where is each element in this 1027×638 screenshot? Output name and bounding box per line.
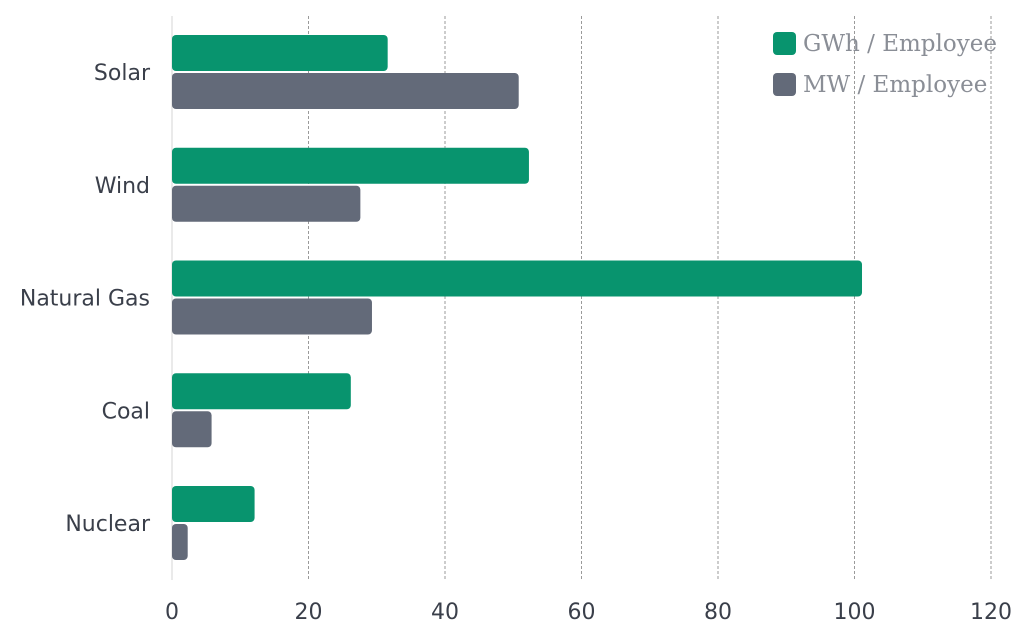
category-label: Natural Gas xyxy=(20,287,150,312)
category-label: Coal xyxy=(102,399,150,424)
bar-coal-series-0 xyxy=(172,373,351,410)
x-tick-label: 80 xyxy=(704,600,732,625)
gridlines xyxy=(308,16,992,580)
bar-wind-series-1 xyxy=(172,185,361,222)
bar-nuclear-series-1 xyxy=(172,524,188,560)
category-label: Solar xyxy=(94,61,151,86)
x-tick-label: 20 xyxy=(295,600,323,625)
category-label: Wind xyxy=(95,174,150,199)
bar-natural-gas-series-1 xyxy=(172,298,372,335)
bar-coal-series-1 xyxy=(172,411,212,448)
legend: GWh / Employee MW / Employee xyxy=(773,31,997,98)
category-label: Nuclear xyxy=(65,512,151,537)
bar-solar-series-0 xyxy=(172,35,388,71)
bars xyxy=(172,35,863,560)
bar-natural-gas-series-0 xyxy=(172,260,863,297)
legend-label: GWh / Employee xyxy=(803,31,997,57)
legend-label: MW / Employee xyxy=(803,72,987,98)
category-labels: Solar Wind Natural Gas Coal Nuclear xyxy=(20,61,151,537)
legend-swatch xyxy=(773,73,796,96)
x-tick-label: 120 xyxy=(970,600,1012,625)
x-tick-label: 100 xyxy=(834,600,876,625)
x-tick-label: 40 xyxy=(431,600,459,625)
x-tick-label: 60 xyxy=(568,600,596,625)
bar-nuclear-series-0 xyxy=(172,486,255,522)
bar-solar-series-1 xyxy=(172,73,519,109)
legend-swatch xyxy=(773,32,796,55)
bar-wind-series-0 xyxy=(172,147,529,184)
x-tick-label: 0 xyxy=(165,600,179,625)
x-tick-labels: 0 20 40 60 80 100 120 xyxy=(165,600,1012,625)
